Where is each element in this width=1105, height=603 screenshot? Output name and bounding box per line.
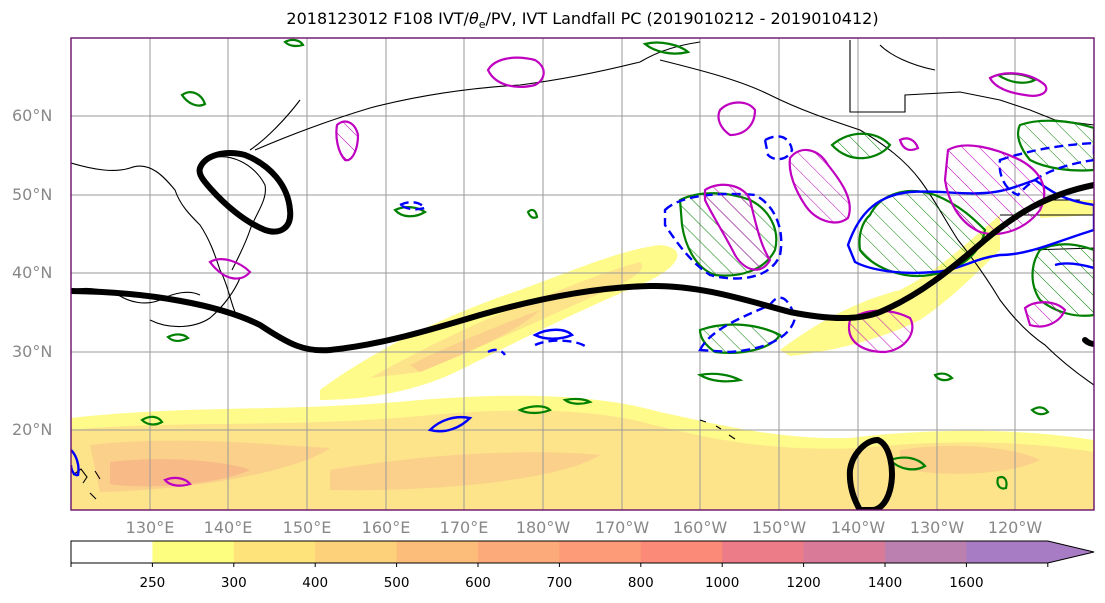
colorbar-swatch <box>803 541 886 563</box>
lat-label-40n: 40°N <box>12 263 53 282</box>
colorbar-label: 400 <box>302 575 329 591</box>
colorbar-label: 500 <box>383 575 410 591</box>
title-theta: θ <box>468 9 479 28</box>
title-suffix: /PV, IVT Landfall PC (2019010212 - 20190… <box>485 9 879 28</box>
lat-label-30n: 30°N <box>12 342 53 361</box>
blue-contours <box>71 178 1094 477</box>
map-frame <box>70 37 1095 511</box>
lon-label-180w: 180°W <box>515 518 571 537</box>
lon-label-150w: 150°W <box>751 518 807 537</box>
lon-label-120w: 120°W <box>987 518 1043 537</box>
colorbar-label: 700 <box>546 575 573 591</box>
title-prefix: 2018123012 F108 IVT/ <box>286 9 469 28</box>
colorbar-swatch <box>233 541 316 563</box>
lat-label-50n: 50°N <box>12 185 53 204</box>
colorbar-swatch <box>396 541 479 563</box>
colorbar-outline <box>70 540 1095 564</box>
lon-label-130e: 130°E <box>125 518 175 537</box>
colorbar-label: 800 <box>627 575 654 591</box>
colorbar-swatch <box>640 541 723 563</box>
lon-label-170w: 170°W <box>594 518 650 537</box>
lon-label-160w: 160°W <box>672 518 728 537</box>
colorbar-extend-arrow <box>1047 541 1094 563</box>
lat-label-20n: 20°N <box>12 420 53 439</box>
lon-label-150e: 150°E <box>282 518 332 537</box>
lat-label-60n: 60°N <box>12 106 53 125</box>
colorbar-swatch <box>722 541 805 563</box>
lon-label-130w: 130°W <box>909 518 965 537</box>
colorbar-swatch <box>478 541 560 563</box>
colorbar-label: 250 <box>139 575 166 591</box>
title-theta-subscript: e <box>478 18 486 32</box>
colorbar-swatch <box>152 541 235 563</box>
lon-label-140e: 140°E <box>203 518 253 537</box>
colorbar-label: 1600 <box>949 575 984 591</box>
colorbar-label: 1200 <box>786 575 821 591</box>
colorbar-swatch <box>966 541 1049 563</box>
colorbar-label: 300 <box>220 575 247 591</box>
colorbar-swatch <box>885 541 967 563</box>
lon-label-160e: 160°E <box>361 518 411 537</box>
colorbar-swatch <box>315 541 398 563</box>
lon-label-140w: 140°W <box>830 518 886 537</box>
lon-label-170e: 170°E <box>439 518 489 537</box>
colorbar <box>70 540 1095 567</box>
colorbar-swatch <box>71 541 153 563</box>
figure-title: 2018123012 F108 IVT/θe/PV, IVT Landfall … <box>0 9 1105 31</box>
colorbar-label: 1400 <box>867 575 903 591</box>
magenta-contours <box>163 56 1067 487</box>
colorbar-label: 600 <box>465 575 491 591</box>
ivt-shading-tropical <box>71 395 1094 510</box>
colorbar-swatch <box>559 541 642 563</box>
colorbar-label: 1000 <box>705 575 740 591</box>
